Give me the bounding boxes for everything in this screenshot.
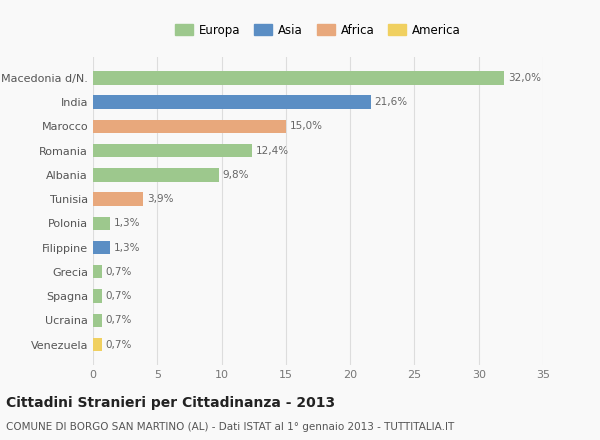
Bar <box>93 314 102 327</box>
Text: 0,7%: 0,7% <box>106 340 132 349</box>
Bar <box>93 144 253 157</box>
Bar <box>93 216 110 230</box>
Bar <box>93 168 219 182</box>
Text: 0,7%: 0,7% <box>106 291 132 301</box>
Bar <box>93 192 143 206</box>
Text: Cittadini Stranieri per Cittadinanza - 2013: Cittadini Stranieri per Cittadinanza - 2… <box>6 396 335 410</box>
Text: 1,3%: 1,3% <box>113 242 140 253</box>
Text: 0,7%: 0,7% <box>106 267 132 277</box>
Text: 9,8%: 9,8% <box>223 170 250 180</box>
Bar <box>93 265 102 279</box>
Text: 15,0%: 15,0% <box>290 121 323 132</box>
Text: 0,7%: 0,7% <box>106 315 132 325</box>
Legend: Europa, Asia, Africa, America: Europa, Asia, Africa, America <box>173 21 463 39</box>
Bar <box>93 290 102 303</box>
Text: 1,3%: 1,3% <box>113 218 140 228</box>
Bar <box>93 95 371 109</box>
Text: 32,0%: 32,0% <box>508 73 541 83</box>
Text: COMUNE DI BORGO SAN MARTINO (AL) - Dati ISTAT al 1° gennaio 2013 - TUTTITALIA.IT: COMUNE DI BORGO SAN MARTINO (AL) - Dati … <box>6 422 454 433</box>
Text: 21,6%: 21,6% <box>374 97 407 107</box>
Bar <box>93 241 110 254</box>
Text: 12,4%: 12,4% <box>256 146 289 156</box>
Bar <box>93 120 286 133</box>
Bar <box>93 71 505 84</box>
Text: 3,9%: 3,9% <box>147 194 173 204</box>
Bar <box>93 338 102 351</box>
